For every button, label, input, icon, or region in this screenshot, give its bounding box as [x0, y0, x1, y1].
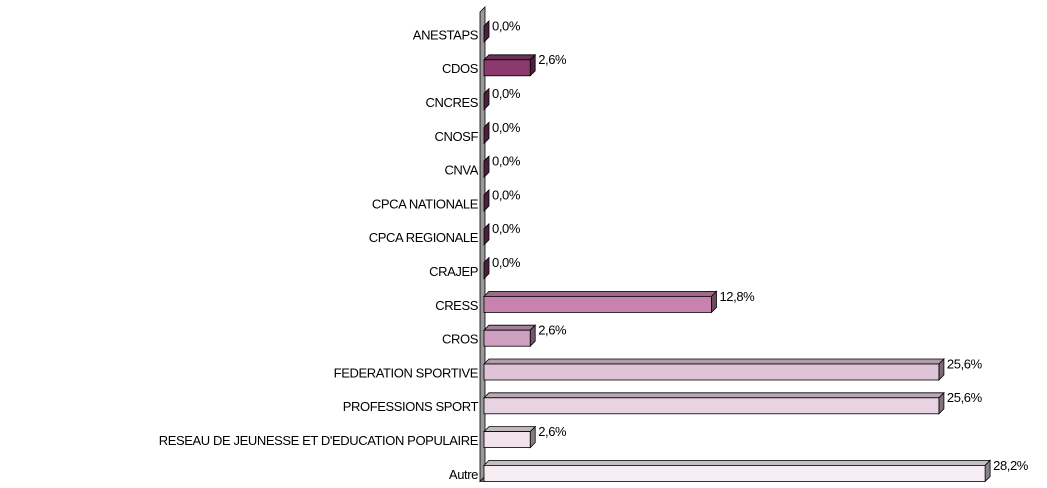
category-label: Autre — [449, 467, 478, 482]
bar-face — [483, 54, 537, 61]
category-label: RESEAU DE JEUNESSE ET D'EDUCATION POPULA… — [159, 433, 479, 448]
bar-face — [483, 464, 986, 482]
value-label: 28,2% — [993, 458, 1029, 473]
bar-face — [483, 329, 531, 347]
bar — [483, 324, 537, 348]
bar-face — [483, 59, 531, 77]
bar-face — [483, 87, 490, 111]
category-label: FEDERATION SPORTIVE — [334, 365, 479, 380]
value-label: 0,0% — [492, 86, 521, 101]
bar-face — [483, 20, 490, 43]
category-label: CPCA NATIONALE — [372, 196, 479, 211]
bar-face — [483, 397, 940, 415]
bar-face — [483, 324, 537, 331]
value-label: 0,0% — [492, 120, 521, 135]
value-label: 2,6% — [538, 52, 567, 67]
bar-face — [483, 392, 945, 399]
category-label: CNOSF — [434, 129, 478, 144]
bar — [483, 256, 490, 280]
category-label: CRESS — [435, 298, 479, 313]
bar — [483, 20, 490, 43]
category-label: CNVA — [444, 163, 478, 178]
bar — [483, 155, 490, 179]
bar-face — [483, 459, 992, 466]
value-label: 0,0% — [492, 187, 521, 202]
category-label: CNCRES — [426, 95, 479, 110]
bar-face — [483, 256, 490, 280]
bar — [483, 222, 490, 246]
bar-face — [483, 431, 531, 449]
bar — [483, 425, 537, 449]
bar-face — [483, 295, 712, 313]
category-label: CPCA REGIONALE — [369, 230, 479, 245]
bar — [483, 358, 945, 381]
bar-face — [483, 155, 490, 179]
bar-face — [483, 290, 718, 297]
bar-face — [483, 189, 490, 212]
value-label: 0,0% — [492, 154, 521, 169]
bar-face — [483, 222, 490, 246]
value-label: 25,6% — [947, 390, 983, 405]
bar-face — [483, 121, 490, 145]
value-label: 12,8% — [719, 289, 755, 304]
bar — [483, 391, 945, 415]
bar — [483, 290, 718, 314]
bar — [483, 87, 490, 111]
category-label: CROS — [442, 332, 479, 347]
bar — [483, 121, 490, 145]
value-label: 2,6% — [538, 323, 567, 338]
bar — [483, 189, 490, 212]
value-label: 0,0% — [492, 255, 521, 270]
value-label: 0,0% — [492, 221, 521, 236]
bar-face — [483, 426, 537, 433]
bar-face — [483, 358, 945, 365]
category-label: CRAJEP — [429, 264, 478, 279]
category-label: PROFESSIONS SPORT — [343, 399, 479, 414]
bar — [483, 459, 992, 483]
category-label: CDOS — [442, 61, 479, 76]
value-label: 0,0% — [492, 18, 521, 33]
value-label: 2,6% — [538, 424, 567, 439]
bar — [483, 53, 537, 77]
category-label: ANESTAPS — [413, 27, 479, 42]
bar-face — [483, 363, 940, 381]
value-label: 25,6% — [947, 356, 983, 371]
